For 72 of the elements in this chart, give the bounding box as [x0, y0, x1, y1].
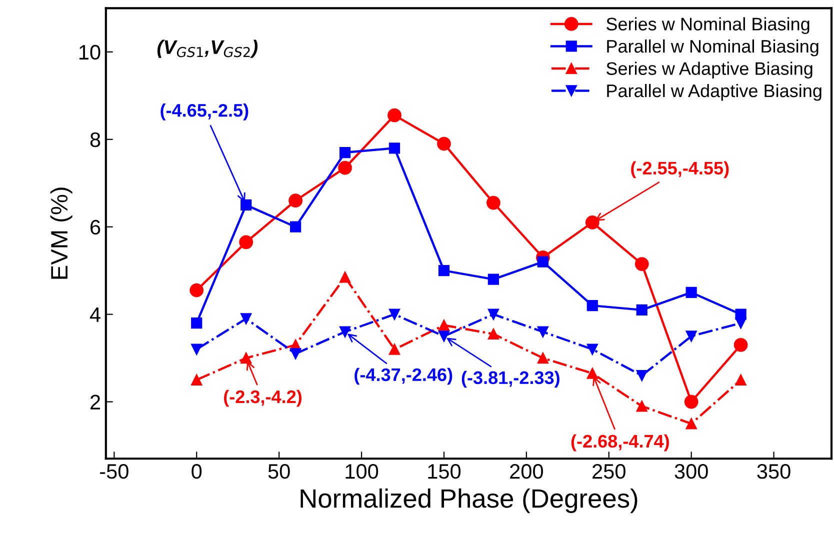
annotation: (-2.68,-4.74) — [571, 434, 669, 452]
point — [636, 370, 648, 382]
point — [339, 326, 351, 338]
point — [388, 308, 400, 320]
x-tick-label: 250 — [592, 464, 626, 479]
point — [191, 318, 202, 329]
point — [240, 352, 252, 364]
point — [438, 320, 450, 331]
annotation: (-3.81,-2.33) — [462, 370, 560, 388]
point — [634, 257, 649, 271]
point — [585, 216, 600, 230]
x-tick-label: 50 — [268, 464, 290, 479]
point — [686, 330, 697, 342]
point — [735, 318, 746, 329]
point — [388, 108, 402, 122]
x-tick-label: 300 — [674, 464, 708, 479]
point — [486, 196, 500, 210]
point — [488, 308, 499, 320]
point — [735, 374, 746, 386]
legend-label: Series w Adaptive Biasing — [606, 62, 812, 79]
point — [686, 418, 697, 430]
point — [190, 283, 204, 298]
point — [240, 199, 252, 211]
point — [288, 194, 303, 208]
legend-label: Parallel w Adaptive Biasing — [607, 84, 822, 101]
point — [537, 352, 548, 364]
point — [437, 136, 451, 151]
point — [339, 146, 351, 158]
y-axis-title: EVM (%) — [50, 188, 72, 279]
point — [686, 286, 697, 298]
x-tick-label: 150 — [428, 464, 461, 479]
x-tick-label: 100 — [346, 464, 378, 479]
y-tick-label: 8 — [90, 132, 100, 148]
x-tick-label: 0 — [192, 464, 202, 479]
y-tick-label: 10 — [79, 44, 100, 60]
point — [290, 221, 302, 232]
point — [438, 265, 450, 276]
x-tick-label: 200 — [510, 464, 543, 479]
annotation: (V$_{GS1}$,V$_{GS2}$) — [157, 40, 258, 58]
x-tick-label: 350 — [757, 464, 790, 479]
y-tick-label: 2 — [90, 394, 100, 410]
annotation: (-2.55,-4.55) — [631, 161, 729, 178]
point — [239, 235, 254, 250]
point — [438, 330, 450, 342]
legend-label: Parallel w Nominal Biasing — [607, 39, 818, 56]
y-tick-label: 4 — [90, 308, 100, 322]
point — [586, 368, 598, 379]
point — [488, 328, 499, 340]
point — [537, 256, 548, 268]
point — [636, 400, 648, 412]
legend-label: Series w Nominal Biasing — [606, 17, 810, 34]
point — [586, 344, 598, 355]
point — [488, 274, 499, 285]
annotation: (-4.37,-2.46) — [354, 368, 452, 385]
y-tick-label: 6 — [90, 220, 100, 235]
point — [191, 374, 202, 386]
x-tick-label: -50 — [100, 464, 128, 479]
point — [290, 348, 302, 360]
point — [586, 300, 598, 312]
point — [636, 304, 648, 316]
point — [339, 272, 351, 283]
point — [734, 338, 748, 352]
point — [240, 313, 252, 324]
point — [388, 344, 400, 355]
point — [388, 142, 400, 154]
annotation: (-4.65,-2.5) — [160, 104, 248, 120]
point — [537, 326, 548, 338]
annotation: (-2.3,-4.2) — [224, 390, 302, 407]
point — [338, 160, 352, 175]
point — [191, 344, 202, 355]
x-axis-title: Normalized Phase (Degrees) — [300, 488, 638, 514]
point — [684, 394, 698, 409]
